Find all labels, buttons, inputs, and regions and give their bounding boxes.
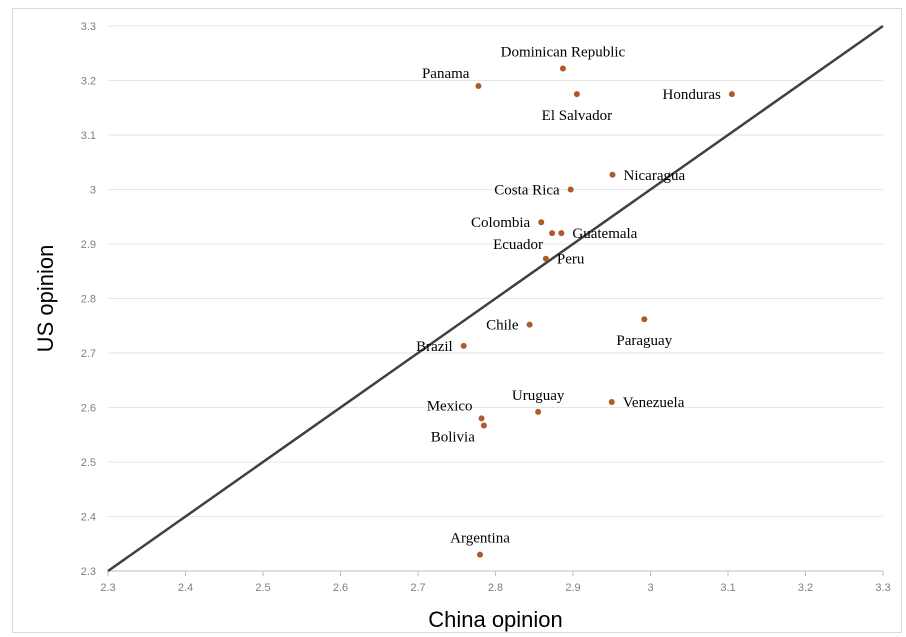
data-point: [567, 186, 574, 193]
point-label: Ecuador: [493, 237, 543, 253]
y-tick-label: 3.3: [81, 21, 96, 33]
x-tick-label: 2.6: [333, 582, 348, 594]
point-label: Dominican Republic: [501, 45, 626, 61]
x-axis-title: China opinion: [428, 607, 563, 632]
point-label: Chile: [486, 318, 519, 334]
point-label: Colombia: [471, 215, 531, 231]
reference-line-layer: [107, 24, 884, 573]
scatter-chart: 2.3 2.4 2.5 2.6 2.7 2.8 2.9 3 3.1 3.2 3.3 2.3 2.4 2.5…: [33, 21, 891, 632]
point-label: Honduras: [663, 87, 721, 103]
data-point: [478, 415, 485, 422]
point-labels: Dominican Republic Panama El Salvador Hondu…: [416, 45, 721, 547]
data-point: [608, 399, 615, 406]
x-tick-label: 3.2: [798, 582, 813, 594]
y-axis-title: US opinion: [33, 245, 58, 353]
data-point: [549, 230, 556, 237]
y-tick-label: 2.4: [81, 512, 96, 524]
data-point: [558, 230, 565, 237]
point-label: Argentina: [450, 531, 510, 547]
y-tick-label: 3: [90, 185, 96, 197]
data-point: [542, 255, 549, 262]
reference-line: [107, 24, 884, 573]
x-tick-label: 2.9: [565, 582, 580, 594]
data-point: [480, 422, 487, 429]
point-label: Paraguay: [616, 333, 672, 349]
data-point: [538, 219, 545, 226]
y-tick-label: 2.8: [81, 294, 96, 306]
axes: 2.3 2.4 2.5 2.6 2.7 2.8 2.9 3 3.1 3.2 3.3 2.3 2.4 2.5…: [81, 21, 891, 594]
data-point: [559, 65, 566, 72]
point-label: Bolivia: [431, 429, 476, 445]
x-tick-label: 2.8: [488, 582, 503, 594]
data-point: [526, 321, 533, 328]
data-point: [609, 171, 616, 178]
chart-frame: 2.3 2.4 2.5 2.6 2.7 2.8 2.9 3 3.1 3.2 3.3 2.3 2.4 2.5…: [12, 8, 902, 633]
x-tick-label: 2.7: [410, 582, 425, 594]
data-point: [460, 342, 467, 349]
x-tick-label: 3: [647, 582, 653, 594]
data-point: [477, 551, 483, 558]
x-tick-label: 2.4: [178, 582, 193, 594]
points: [460, 65, 735, 558]
point-label: Mexico: [427, 398, 473, 414]
point-label: Nicaragua: [624, 168, 686, 184]
y-tick-label: 2.5: [81, 457, 96, 469]
y-tick-label: 2.6: [81, 403, 96, 415]
gridlines: [108, 25, 883, 517]
y-tick-label: 2.9: [81, 239, 96, 251]
point-label: Panama: [422, 66, 470, 82]
data-point: [475, 82, 482, 89]
y-tick-label: 3.1: [81, 130, 96, 142]
x-tick-label: 2.3: [100, 582, 115, 594]
data-point: [641, 316, 648, 323]
data-point: [728, 91, 735, 98]
point-label: El Salvador: [542, 108, 612, 124]
point-label: Venezuela: [623, 395, 685, 411]
point-label: Guatemala: [572, 226, 637, 242]
y-tick-label: 2.7: [81, 348, 96, 360]
point-label: Brazil: [416, 339, 453, 355]
y-tick-label: 3.2: [81, 76, 96, 88]
x-tick-label: 2.5: [255, 582, 270, 594]
data-point: [535, 408, 542, 415]
point-label: Peru: [557, 252, 585, 268]
x-tick-label: 3.3: [875, 582, 890, 594]
x-tick-label: 3.1: [720, 582, 735, 594]
point-label: Uruguay: [512, 388, 565, 404]
data-point: [573, 91, 580, 98]
point-label: Costa Rica: [494, 183, 560, 199]
y-tick-label: 2.3: [81, 566, 96, 578]
